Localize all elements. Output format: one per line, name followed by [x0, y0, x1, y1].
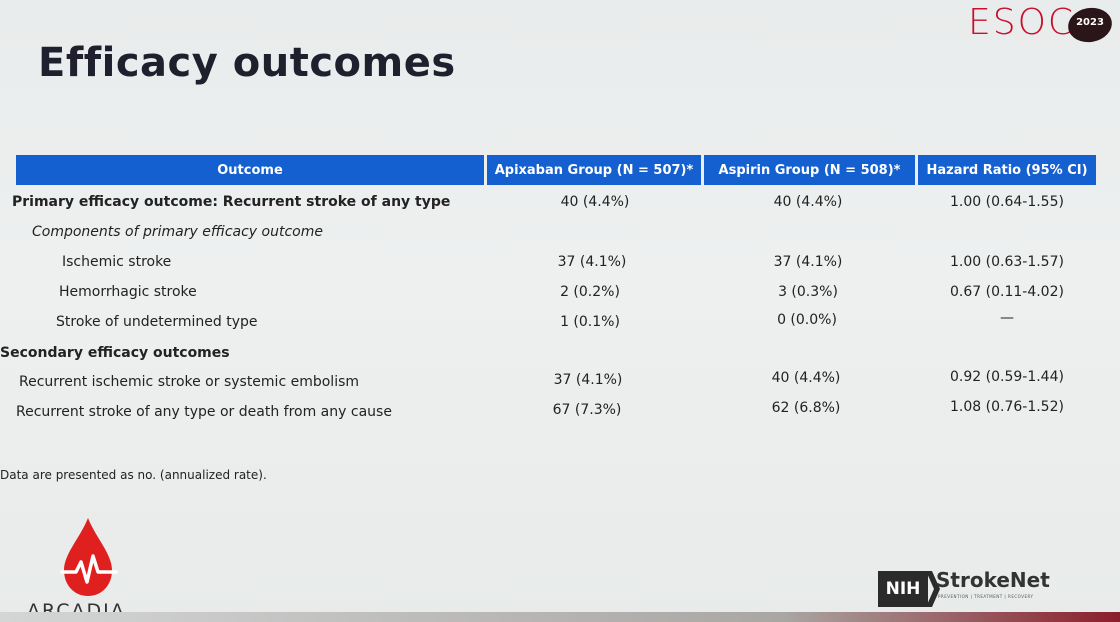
hazard-ratio-value: — — [1000, 310, 1014, 326]
esoc-logo-text: ESOC — [968, 2, 1076, 43]
apixaban-value: 67 (7.3%) — [552, 402, 622, 418]
row-label: Stroke of undetermined type — [56, 314, 258, 330]
row-label: Recurrent ischemic stroke or systemic em… — [19, 374, 360, 390]
strokenet-logo-text: StrokeNet — [936, 568, 1050, 592]
aspirin-value: 37 (4.1%) — [773, 254, 843, 270]
esoc-logo: ESOC 2023 — [968, 2, 1118, 46]
aspirin-value: 40 (4.4%) — [773, 194, 843, 210]
hazard-ratio-value: 1.08 (0.76-1.52) — [950, 399, 1064, 415]
row-label: Ischemic stroke — [62, 254, 172, 270]
row-label: Components of primary efficacy outcome — [32, 224, 323, 240]
row-label: Primary efficacy outcome: Recurrent stro… — [12, 194, 451, 210]
row-label: Recurrent stroke of any type or death fr… — [16, 404, 392, 420]
slide-title: Efficacy outcomes — [38, 40, 456, 86]
apixaban-value: 37 (4.1%) — [557, 254, 627, 270]
hazard-ratio-value: 1.00 (0.63-1.57) — [950, 254, 1064, 270]
nih-chevron-icon — [926, 571, 940, 607]
hazard-ratio-value: 0.92 (0.59-1.44) — [950, 369, 1064, 385]
header-hazard-ratio: Hazard Ratio (95% CI) — [918, 155, 1096, 185]
header-aspirin: Aspirin Group (N = 508)* — [704, 155, 915, 185]
row-label: Hemorrhagic stroke — [59, 284, 197, 300]
apixaban-value: 2 (0.2%) — [560, 284, 620, 300]
blood-drop-heartbeat-icon — [60, 518, 118, 596]
hazard-ratio-value: 1.00 (0.64-1.55) — [950, 194, 1064, 210]
footer-band — [0, 612, 1120, 622]
aspirin-value: 3 (0.3%) — [778, 284, 838, 300]
esoc-year: 2023 — [1076, 17, 1104, 28]
strokenet-tagline: PREVENTION | TREATMENT | RECOVERY — [938, 594, 1034, 599]
apixaban-value: 37 (4.1%) — [553, 372, 623, 388]
apixaban-value: 40 (4.4%) — [560, 194, 630, 210]
hazard-ratio-value: 0.67 (0.11-4.02) — [950, 284, 1064, 300]
header-apixaban: Apixaban Group (N = 507)* — [487, 155, 701, 185]
header-outcome: Outcome — [16, 155, 484, 185]
aspirin-value: 0 (0.0%) — [777, 312, 837, 328]
nih-logo: NIH — [878, 571, 928, 607]
aspirin-value: 40 (4.4%) — [771, 370, 841, 386]
table-footnote: Data are presented as no. (annualized ra… — [0, 468, 267, 482]
apixaban-value: 1 (0.1%) — [560, 314, 620, 330]
row-label: Secondary efficacy outcomes — [0, 345, 230, 361]
aspirin-value: 62 (6.8%) — [771, 400, 841, 416]
